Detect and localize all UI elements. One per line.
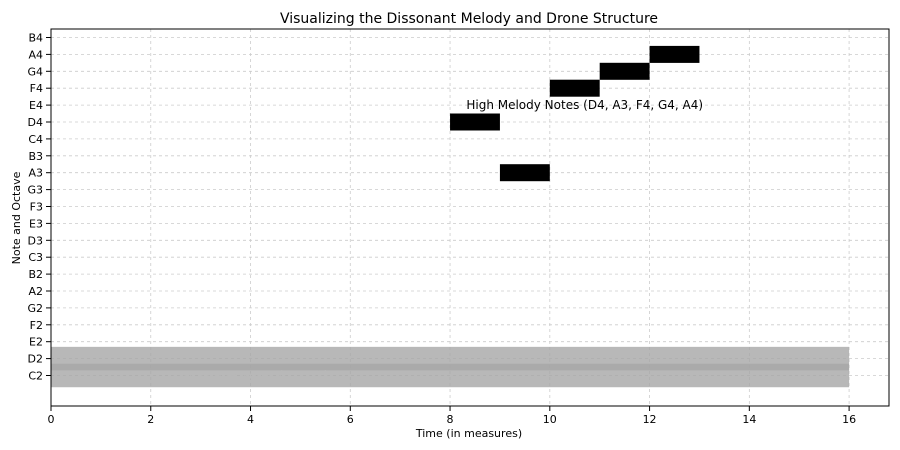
x-tick-label: 6 xyxy=(347,413,354,426)
plot-frame xyxy=(50,28,890,407)
y-tick-label: B2 xyxy=(28,268,43,281)
annotation-label: High Melody Notes (D4, A3, F4, G4, A4) xyxy=(466,98,703,112)
y-tick-label: E2 xyxy=(29,336,43,349)
drone-bars xyxy=(51,346,850,388)
melody-note-bar xyxy=(499,164,550,182)
x-axis-ticks: 0 2 4 6 8 10 12 14 16 xyxy=(48,406,856,426)
melody-note-bar xyxy=(649,45,700,63)
x-axis-label: Time (in measures) xyxy=(415,427,522,440)
melody-note-bar xyxy=(599,62,650,80)
x-tick-label: 4 xyxy=(247,413,254,426)
melody-bars xyxy=(450,45,700,182)
annotation-label: Low Drone Notes (C2, D2) xyxy=(173,369,329,383)
x-tick-label: 8 xyxy=(447,413,454,426)
melody-note-bar xyxy=(549,79,600,97)
y-tick-label: F3 xyxy=(30,201,43,214)
y-tick-label: C2 xyxy=(28,370,43,383)
y-tick-label: F2 xyxy=(30,319,43,332)
y-tick-label: C3 xyxy=(28,251,43,264)
drone-note-bar xyxy=(51,346,850,371)
chart-title: Visualizing the Dissonant Melody and Dro… xyxy=(280,11,658,27)
x-tick-label: 14 xyxy=(742,413,756,426)
x-tick-label: 12 xyxy=(643,413,657,426)
y-tick-label: E4 xyxy=(29,99,43,112)
y-axis-label: Note and Octave xyxy=(10,171,23,264)
y-tick-label: D2 xyxy=(28,353,43,366)
melody-note-bar xyxy=(450,113,500,131)
x-tick-label: 16 xyxy=(842,413,856,426)
y-tick-label: C4 xyxy=(28,133,43,146)
y-tick-label: G2 xyxy=(27,302,43,315)
x-tick-label: 10 xyxy=(543,413,557,426)
annotations: High Melody Notes (D4, A3, F4, G4, A4) Lo… xyxy=(173,98,703,382)
y-tick-label: A4 xyxy=(28,48,43,61)
x-tick-label: 0 xyxy=(48,413,55,426)
y-tick-label: B3 xyxy=(28,150,43,163)
y-tick-label: F4 xyxy=(30,82,43,95)
y-tick-label: B4 xyxy=(28,32,43,45)
y-tick-label: A3 xyxy=(28,167,43,180)
y-tick-label: G3 xyxy=(27,184,43,197)
y-tick-label: D4 xyxy=(28,116,43,129)
y-tick-label: A2 xyxy=(28,285,43,298)
x-tick-label: 2 xyxy=(147,413,154,426)
y-axis-ticks: C2 D2 E2 F2 G2 A2 B2 C3 D3 E3 F3 G3 A3 B3 C4 D4 E4 F4 G4 A4… xyxy=(27,32,51,383)
y-tick-label: D3 xyxy=(28,234,43,247)
y-tick-label: G4 xyxy=(27,65,43,78)
y-tick-label: E3 xyxy=(29,217,43,230)
